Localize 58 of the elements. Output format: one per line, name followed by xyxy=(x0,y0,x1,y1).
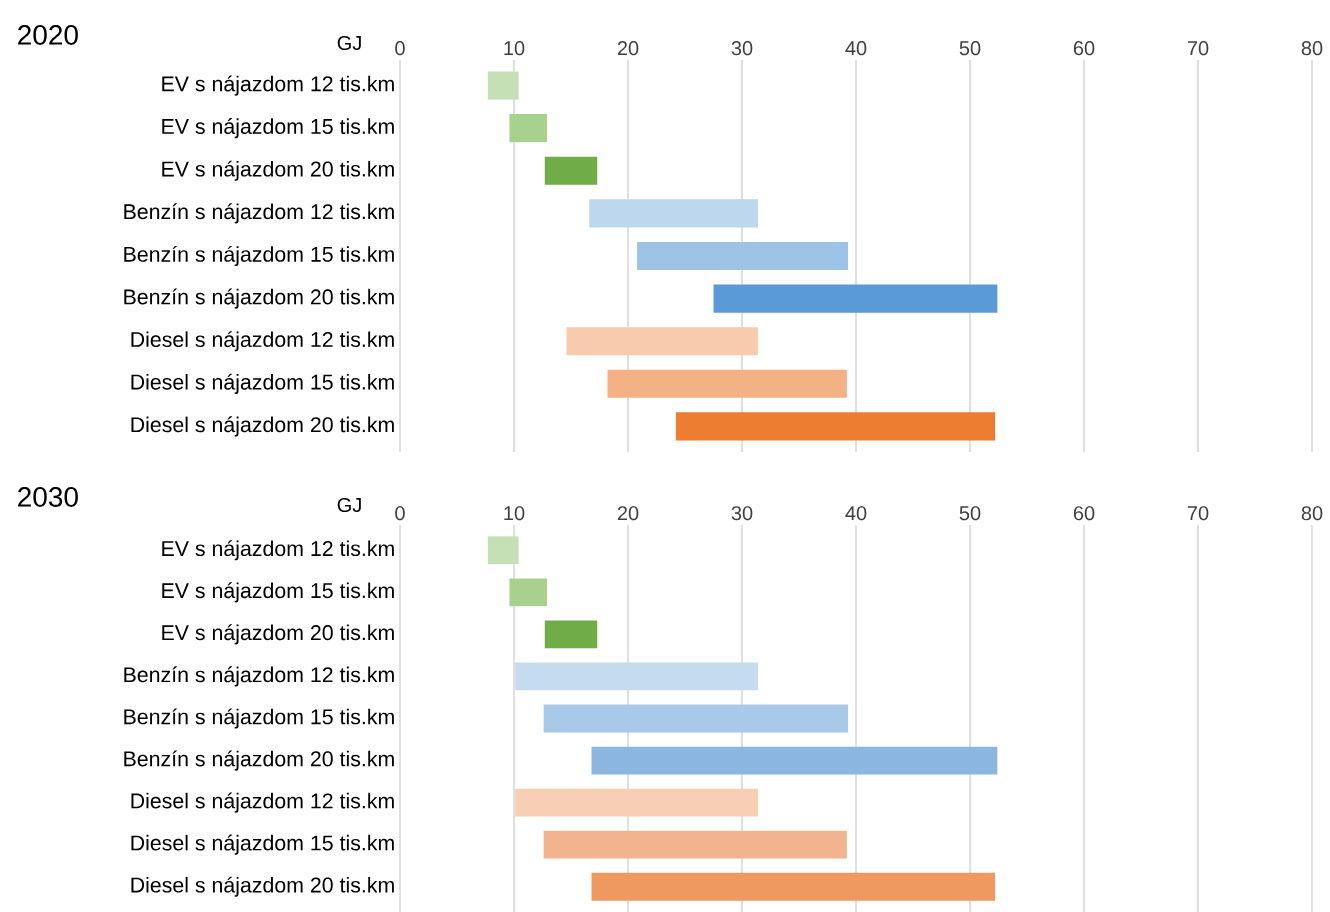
x-tick-label: 80 xyxy=(1301,506,1323,521)
x-axis-title: GJ xyxy=(337,497,361,513)
x-tick-label: 20 xyxy=(617,41,639,56)
y-tick-label: Diesel s nájazdom 20 tis.km xyxy=(131,876,394,897)
x-tick-label: 30 xyxy=(731,506,753,521)
bar xyxy=(589,199,758,228)
y-tick-label: Benzín s nájazdom 12 tis.km xyxy=(124,666,394,687)
x-tick-label: 30 xyxy=(731,41,753,56)
x-tick-label: 10 xyxy=(504,506,525,521)
y-tick-label: EV s nájazdom 15 tis.km xyxy=(162,582,394,603)
y-tick-label: Benzín s nájazdom 15 tis.km xyxy=(124,245,394,267)
x-tick-label: 70 xyxy=(1187,41,1209,56)
bar xyxy=(591,746,998,775)
y-tick-label: Diesel s nájazdom 12 tis.km xyxy=(131,331,394,352)
bar xyxy=(515,662,758,691)
bar xyxy=(509,578,548,607)
bar xyxy=(566,327,758,356)
x-tick-label: 60 xyxy=(1073,41,1095,56)
x-tick-label: 10 xyxy=(504,41,525,56)
bar xyxy=(487,71,519,100)
y-tick-label: Diesel s nájazdom 15 tis.km xyxy=(131,373,394,394)
y-tick-label: EV s nájazdom 20 tis.km xyxy=(162,624,394,645)
x-tick-label: 0 xyxy=(395,506,405,521)
x-axis-title: GJ xyxy=(337,35,361,51)
y-tick-label: EV s nájazdom 12 tis.km xyxy=(162,540,394,561)
y-tick-label: EV s nájazdom 20 tis.km xyxy=(162,160,394,181)
bar xyxy=(543,704,849,733)
x-tick-label: 80 xyxy=(1301,41,1323,56)
y-tick-label: Diesel s nájazdom 15 tis.km xyxy=(131,834,394,855)
bar xyxy=(637,241,849,271)
x-tick-label: 0 xyxy=(395,41,405,56)
x-tick-label: 70 xyxy=(1187,506,1209,521)
bar xyxy=(675,412,996,441)
y-tick-label: Diesel s nájazdom 12 tis.km xyxy=(131,792,394,813)
x-tick-label: 60 xyxy=(1073,506,1095,521)
x-tick-label: 50 xyxy=(959,41,981,56)
y-tick-label: Benzín s nájazdom 20 tis.km xyxy=(124,288,394,309)
text: 2030 xyxy=(18,487,78,507)
bar xyxy=(544,156,598,185)
y-tick-label: Diesel s nájazdom 20 tis.km xyxy=(131,416,394,437)
bar xyxy=(591,872,996,901)
y-tick-label: Benzín s nájazdom 12 tis.km xyxy=(124,203,394,224)
bar xyxy=(713,284,998,313)
x-tick-label: 50 xyxy=(959,506,981,521)
x-tick-label: 40 xyxy=(845,506,867,521)
bar xyxy=(607,369,847,398)
x-tick-label: 40 xyxy=(845,41,867,56)
bar xyxy=(515,788,758,817)
bar xyxy=(509,114,548,143)
text: 2020 xyxy=(18,25,78,45)
y-tick-label: EV s nájazdom 15 tis.km xyxy=(162,118,394,139)
y-tick-label: Benzín s nájazdom 15 tis.km xyxy=(124,708,394,729)
x-tick-label: 20 xyxy=(617,506,639,521)
bar xyxy=(487,536,519,565)
y-tick-label: Benzín s nájazdom 20 tis.km xyxy=(124,750,394,771)
y-tick-label: EV s nájazdom 12 tis.km xyxy=(162,75,394,96)
bar xyxy=(544,620,598,649)
bar xyxy=(543,830,847,859)
